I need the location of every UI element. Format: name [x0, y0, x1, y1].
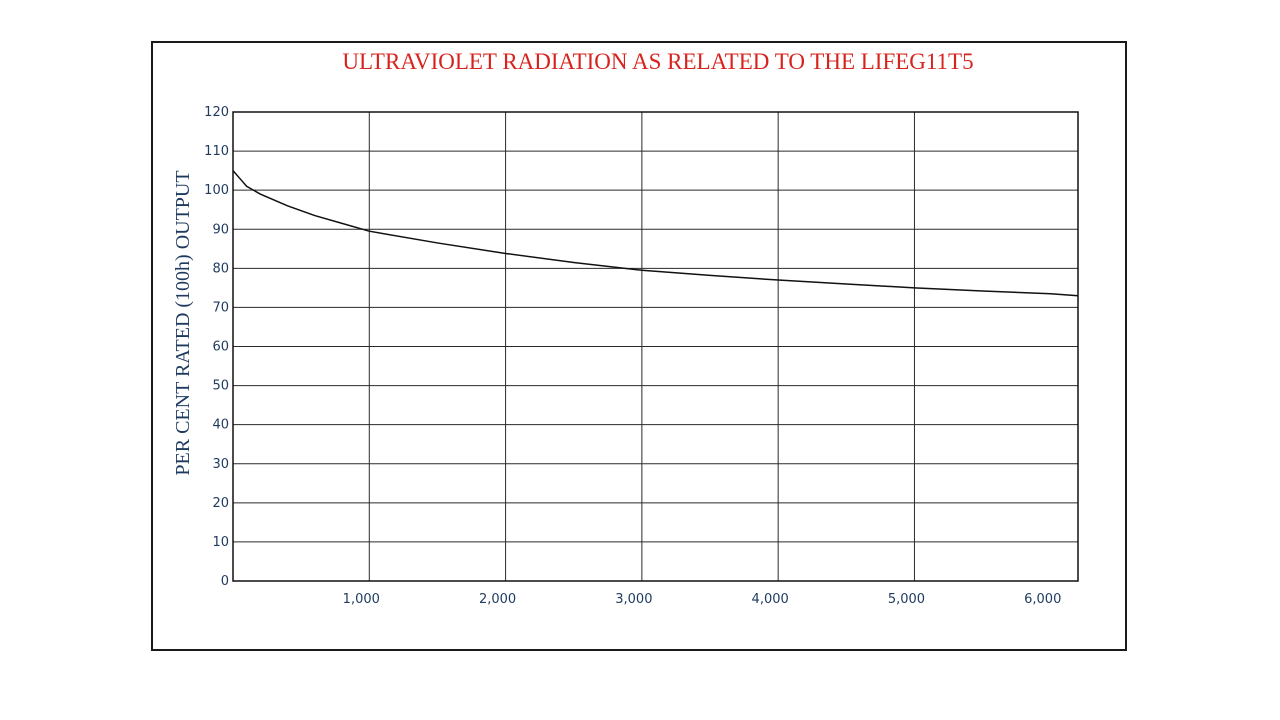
- chart-title: ULTRAVIOLET RADIATION AS RELATED TO THE …: [342, 49, 973, 74]
- plot-area-border: [232, 111, 1079, 582]
- y-tick-label: 60: [212, 340, 229, 355]
- x-tick-label: 1,000: [343, 592, 380, 607]
- y-tick-label: 90: [212, 222, 229, 237]
- y-tick-label: 110: [204, 144, 229, 159]
- grid-lines: [233, 112, 1078, 581]
- y-tick-label: 0: [221, 574, 229, 589]
- y-tick-label: 10: [212, 535, 229, 550]
- y-tick-labels: 0 10 20 30 40 50 60 70 80 90 100 110 120: [204, 105, 229, 589]
- y-tick-label: 40: [212, 418, 229, 433]
- y-tick-label: 80: [212, 261, 229, 276]
- x-tick-label: 4,000: [752, 592, 789, 607]
- y-axis-label: PER CENT RATED (100h) OUTPUT: [172, 170, 194, 475]
- y-tick-label: 50: [212, 379, 229, 394]
- x-tick-label: 3,000: [615, 592, 652, 607]
- series-group: [232, 170, 1079, 297]
- y-tick-label: 120: [204, 105, 229, 120]
- y-tick-label: 70: [212, 300, 229, 315]
- chart-svg: ULTRAVIOLET RADIATION AS RELATED TO THE …: [172, 49, 1079, 607]
- x-tick-labels: 1,000 2,000 3,000 4,000 5,000 6,000: [343, 592, 1062, 607]
- chart-frame: ULTRAVIOLET RADIATION AS RELATED TO THE …: [151, 41, 1127, 651]
- y-tick-label: 20: [212, 496, 229, 511]
- series-line: [232, 170, 1079, 297]
- x-tick-label: 5,000: [888, 592, 925, 607]
- y-tick-label: 100: [204, 183, 229, 198]
- x-tick-label: 2,000: [479, 592, 516, 607]
- y-tick-label: 30: [212, 457, 229, 472]
- x-tick-label: 6,000: [1024, 592, 1061, 607]
